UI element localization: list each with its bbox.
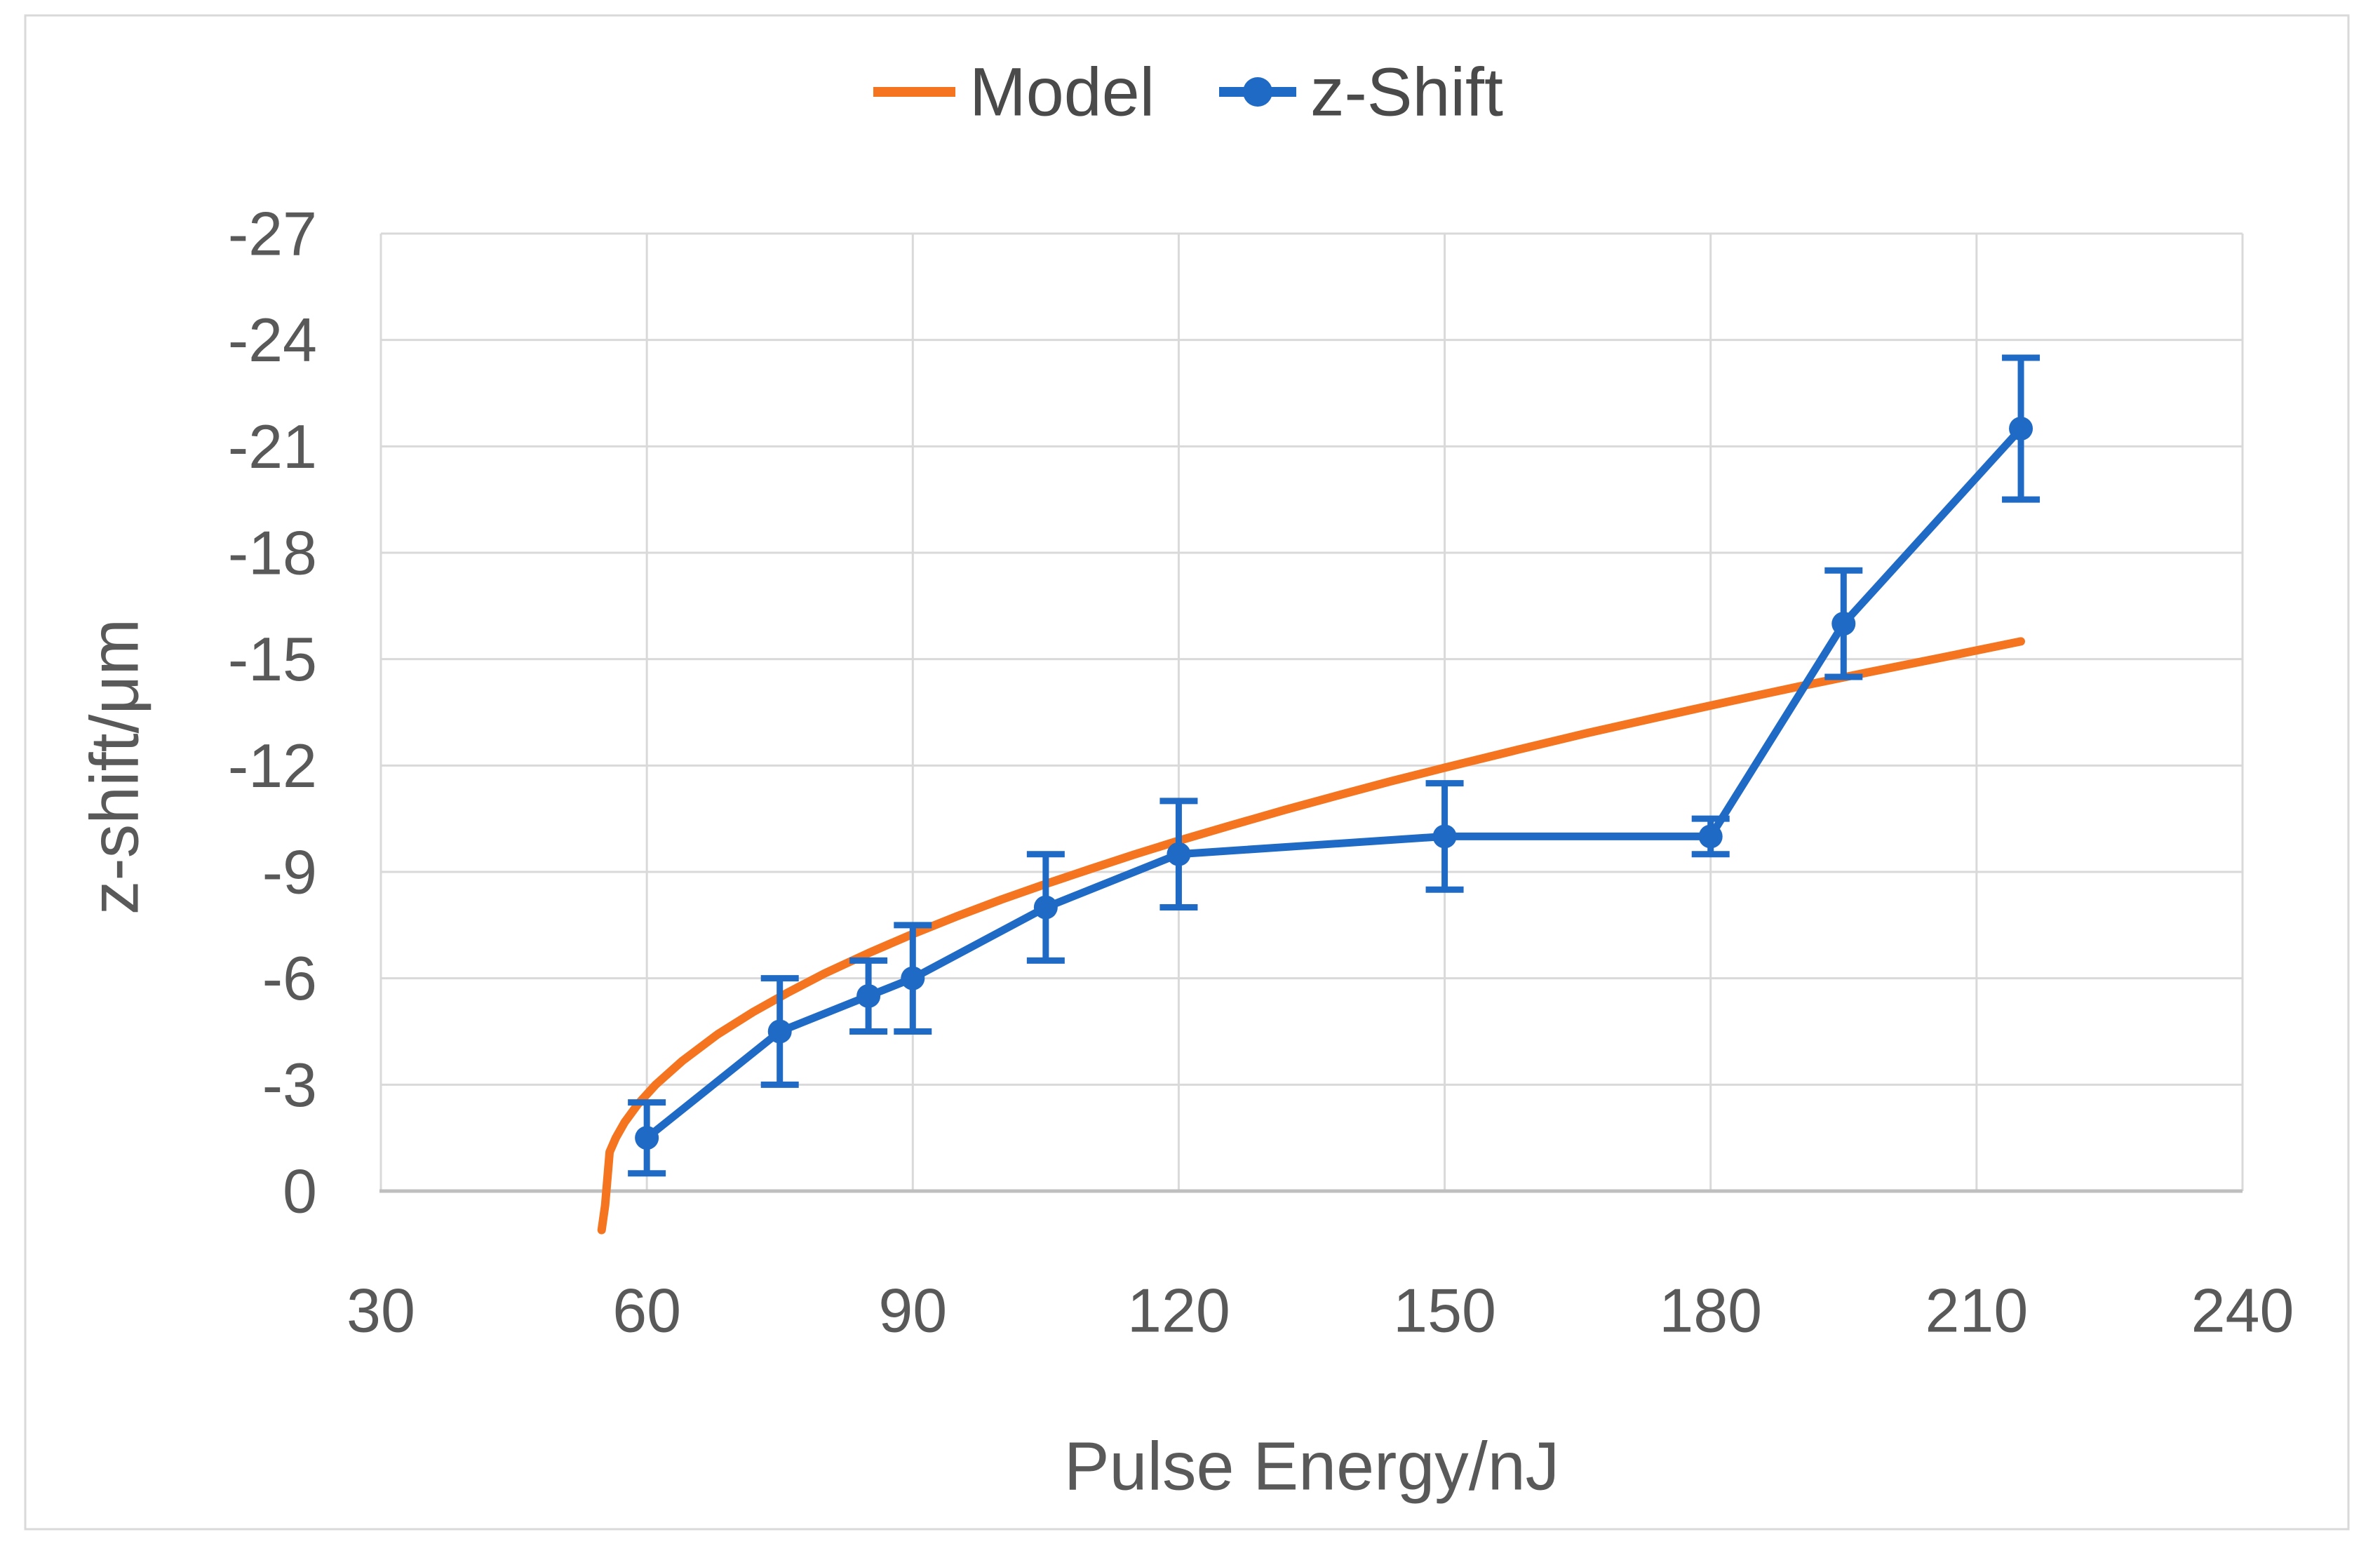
x-tick-label: 30 [347, 1276, 415, 1345]
y-tick-label: -6 [262, 943, 317, 1013]
x-tick-label: 60 [612, 1276, 681, 1345]
zshift-line [643, 424, 2025, 1142]
x-tick-label: 120 [1127, 1276, 1230, 1345]
y-tick-label: -24 [228, 305, 317, 375]
data-point-marker [2009, 417, 2033, 441]
data-point-marker [1167, 842, 1191, 866]
x-tick-label: 150 [1393, 1276, 1496, 1345]
legend-zshift-label: z-Shift [1310, 54, 1503, 130]
legend-zshift-marker [1243, 77, 1272, 107]
x-tick-label: 90 [878, 1276, 947, 1345]
y-tick-labels: 0 -3 -6 -9 -12 -15 -18 -21 -24 -27 [228, 199, 317, 1226]
data-point-marker [1432, 824, 1457, 849]
data-point-marker [767, 1019, 792, 1044]
y-tick-label: -18 [228, 518, 317, 588]
y-tick-label: -12 [228, 731, 317, 800]
x-tick-label: 240 [2191, 1276, 2294, 1345]
data-point-marker [901, 966, 925, 990]
data-point-marker [1698, 824, 1723, 849]
y-tick-label: -9 [262, 838, 317, 907]
data-point-marker [856, 983, 881, 1008]
y-axis-title: z-shift/μm [76, 619, 153, 915]
y-tick-label: 0 [283, 1157, 317, 1226]
data-point-marker [1831, 612, 1856, 636]
legend-model-label: Model [969, 54, 1155, 130]
data-point-marker [635, 1126, 659, 1150]
figure-border [24, 14, 2350, 1531]
legend: Model z-Shift [873, 54, 1503, 130]
x-tick-label: 210 [1925, 1276, 2028, 1345]
y-tick-label: -15 [228, 624, 317, 694]
zshift-series [628, 354, 2041, 1177]
y-tick-label: -27 [228, 199, 317, 269]
y-tick-label: -3 [262, 1050, 317, 1120]
x-tick-label: 180 [1659, 1276, 1762, 1345]
y-tick-label: -21 [228, 412, 317, 481]
x-axis-title: Pulse Energy/nJ [1064, 1428, 1559, 1505]
x-tick-labels: 30 60 90 120 150 180 210 240 [347, 1276, 2294, 1345]
data-point-marker [1033, 895, 1058, 920]
